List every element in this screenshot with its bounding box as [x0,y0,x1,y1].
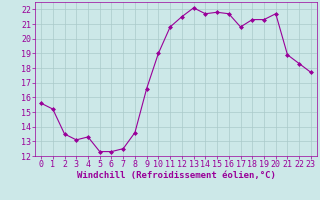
X-axis label: Windchill (Refroidissement éolien,°C): Windchill (Refroidissement éolien,°C) [76,171,276,180]
